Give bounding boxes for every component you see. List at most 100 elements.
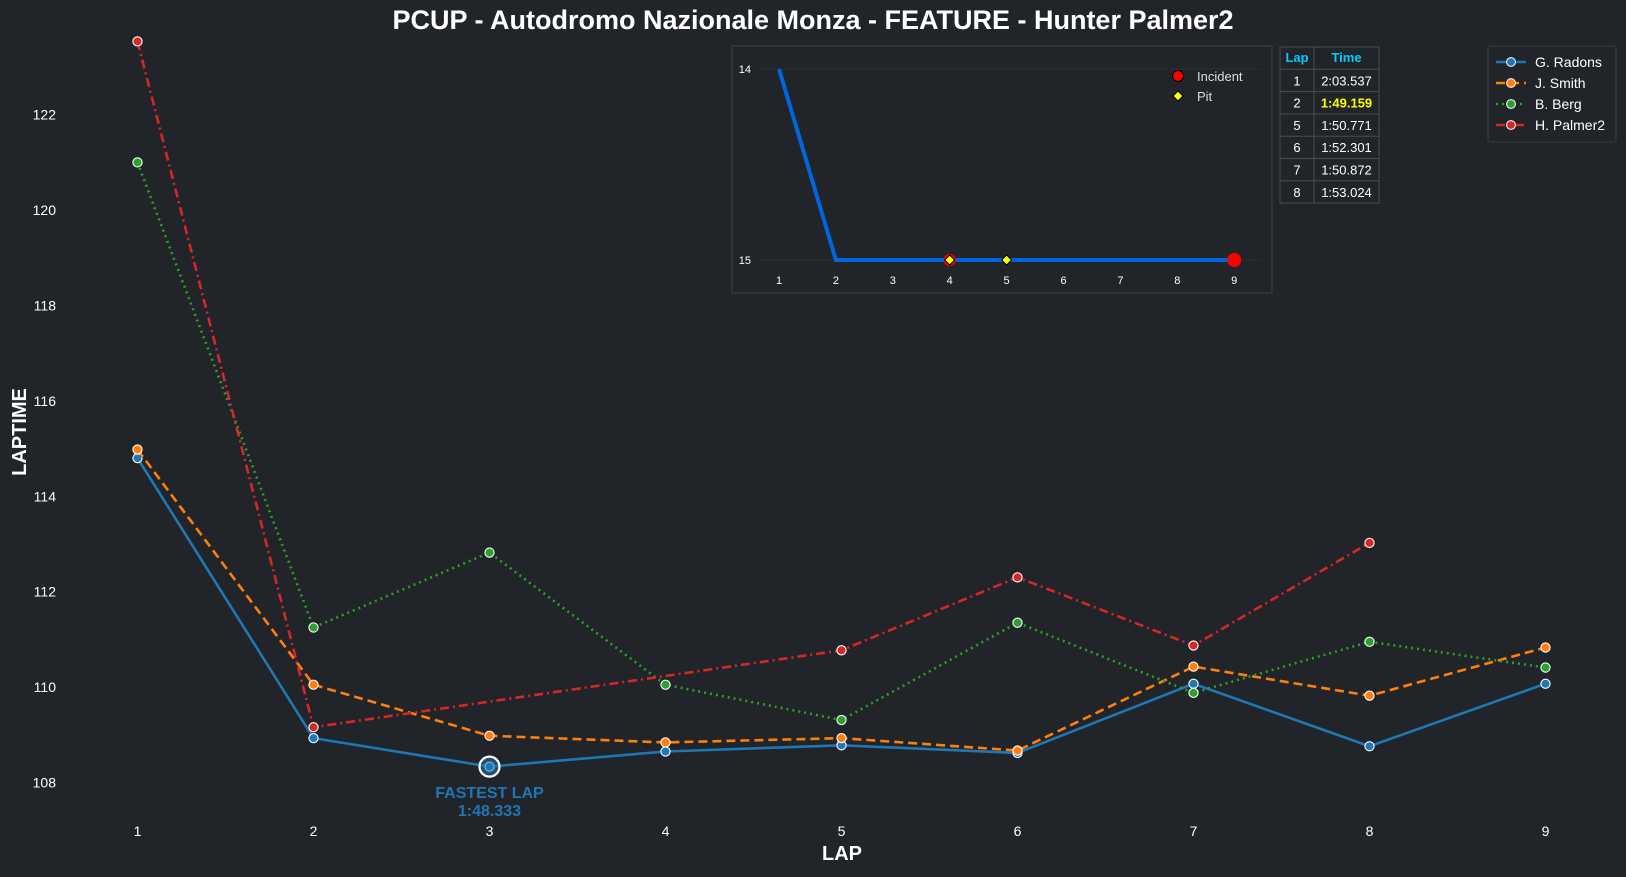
legend-marker xyxy=(1506,120,1516,130)
y-tick-label: 110 xyxy=(34,679,57,695)
data-point xyxy=(308,722,319,733)
pit-legend-label: Pit xyxy=(1197,89,1213,104)
incident-legend-marker xyxy=(1172,70,1184,82)
series-line xyxy=(136,41,1371,729)
x-tick-label: 9 xyxy=(1542,823,1550,839)
x-tick-label: 6 xyxy=(1014,823,1022,839)
legend-marker xyxy=(1506,57,1516,67)
lap-table: Lap Time 1 2:03.537 2 1:49.159 5 1:50.771 6 1:52.… xyxy=(1279,46,1380,204)
table-cell-time: 1:49.159 xyxy=(1321,96,1372,111)
x-tick-label: 7 xyxy=(1190,823,1198,839)
data-point xyxy=(1188,640,1199,651)
y-tick-label: 108 xyxy=(33,775,57,791)
data-point xyxy=(1364,537,1375,549)
x-tick-label: 1 xyxy=(134,823,142,839)
data-point xyxy=(484,547,495,558)
x-tick-label: 4 xyxy=(662,823,670,839)
data-point xyxy=(308,679,319,690)
inset-x-tick-label: 1 xyxy=(776,275,782,287)
data-point xyxy=(1188,661,1199,672)
data-point xyxy=(484,730,495,741)
data-point xyxy=(308,622,319,633)
table-cell-time: 1:50.872 xyxy=(1321,163,1372,178)
data-point xyxy=(660,737,671,748)
inset-x-tick-label: 8 xyxy=(1174,275,1180,287)
fastest-lap-marker xyxy=(478,755,501,778)
chart-title: PCUP - Autodromo Nazionale Monza - FEATU… xyxy=(392,5,1233,35)
data-point xyxy=(1012,572,1023,583)
data-point xyxy=(132,36,143,47)
inset-x-tick-label: 3 xyxy=(890,275,896,287)
x-tick-label: 2 xyxy=(310,823,318,839)
data-point xyxy=(1540,678,1551,689)
x-tick-label: 5 xyxy=(838,823,846,839)
table-cell-time: 1:50.771 xyxy=(1321,118,1372,133)
table-header-time: Time xyxy=(1331,50,1361,65)
inset-frame xyxy=(731,45,1273,294)
table-cell-lap: 8 xyxy=(1293,185,1300,200)
legend-marker xyxy=(1506,99,1516,109)
table-header-lap: Lap xyxy=(1285,50,1308,65)
pit-marker xyxy=(1000,254,1013,266)
data-point xyxy=(1540,662,1551,673)
inset-y-tick-label: 14 xyxy=(739,64,751,76)
inset-x-tick-label: 7 xyxy=(1117,275,1123,287)
data-point xyxy=(1188,678,1199,689)
data-point xyxy=(308,732,319,744)
pit-marker xyxy=(943,254,956,266)
legend: G. Radons J. Smith B. Berg H. Palmer2 xyxy=(1487,45,1617,143)
data-point xyxy=(1540,642,1551,653)
legend-entry: G. Radons xyxy=(1535,54,1602,70)
data-point xyxy=(132,157,143,168)
table-cell-time: 2:03.537 xyxy=(1321,73,1372,88)
data-point xyxy=(836,714,847,726)
table-cell-lap: 7 xyxy=(1293,163,1300,178)
fastest-lap-time: 1:48.333 xyxy=(458,803,521,820)
data-point xyxy=(1012,617,1023,628)
y-tick-label: 112 xyxy=(34,584,57,600)
y-axis-label: LAPTIME xyxy=(9,388,31,476)
pit-legend-marker xyxy=(1172,90,1184,102)
legend-entry: H. Palmer2 xyxy=(1535,117,1605,133)
data-point xyxy=(1364,690,1375,701)
data-point xyxy=(836,645,847,656)
series-3 xyxy=(132,36,1375,733)
data-point xyxy=(660,679,671,690)
data-point xyxy=(1364,741,1375,752)
y-tick-label: 114 xyxy=(34,488,57,504)
data-point xyxy=(1188,687,1199,698)
table-cell-time: 1:52.301 xyxy=(1321,140,1372,155)
data-point xyxy=(132,444,143,455)
table-frame xyxy=(1279,46,1380,204)
inset-y-tick-label: 15 xyxy=(739,255,751,267)
y-tick-label: 120 xyxy=(33,202,57,218)
table-cell-lap: 5 xyxy=(1293,118,1300,133)
table-cell-lap: 2 xyxy=(1293,96,1300,111)
series-2 xyxy=(132,157,1551,726)
data-point xyxy=(836,732,847,744)
y-tick-label: 116 xyxy=(34,393,57,409)
table-cell-lap: 1 xyxy=(1293,73,1300,88)
inset-x-tick-label: 4 xyxy=(947,275,953,287)
legend-entry: B. Berg xyxy=(1535,96,1582,112)
table-cell-lap: 6 xyxy=(1293,140,1300,155)
fastest-lap-label: FASTEST LAP xyxy=(435,785,544,802)
legend-entry: J. Smith xyxy=(1535,75,1586,91)
series-1 xyxy=(132,444,1551,756)
incident-marker xyxy=(1227,253,1242,267)
inset-x-tick-label: 6 xyxy=(1060,275,1066,287)
data-point xyxy=(1012,745,1023,756)
data-point xyxy=(1364,636,1375,647)
inset-x-tick-label: 5 xyxy=(1004,275,1010,287)
inset-x-tick-label: 2 xyxy=(833,275,839,287)
y-tick-label: 118 xyxy=(34,298,57,314)
position-inset: 14 15 1 2 3 4 5 6 7 8 9 Incident Pit xyxy=(731,45,1273,294)
x-axis-label: LAP xyxy=(822,843,862,865)
inset-x-tick-label: 9 xyxy=(1231,275,1237,287)
incident-legend-label: Incident xyxy=(1197,69,1243,84)
data-point xyxy=(660,746,671,757)
y-tick-label: 122 xyxy=(33,107,57,123)
legend-marker xyxy=(1506,78,1516,88)
